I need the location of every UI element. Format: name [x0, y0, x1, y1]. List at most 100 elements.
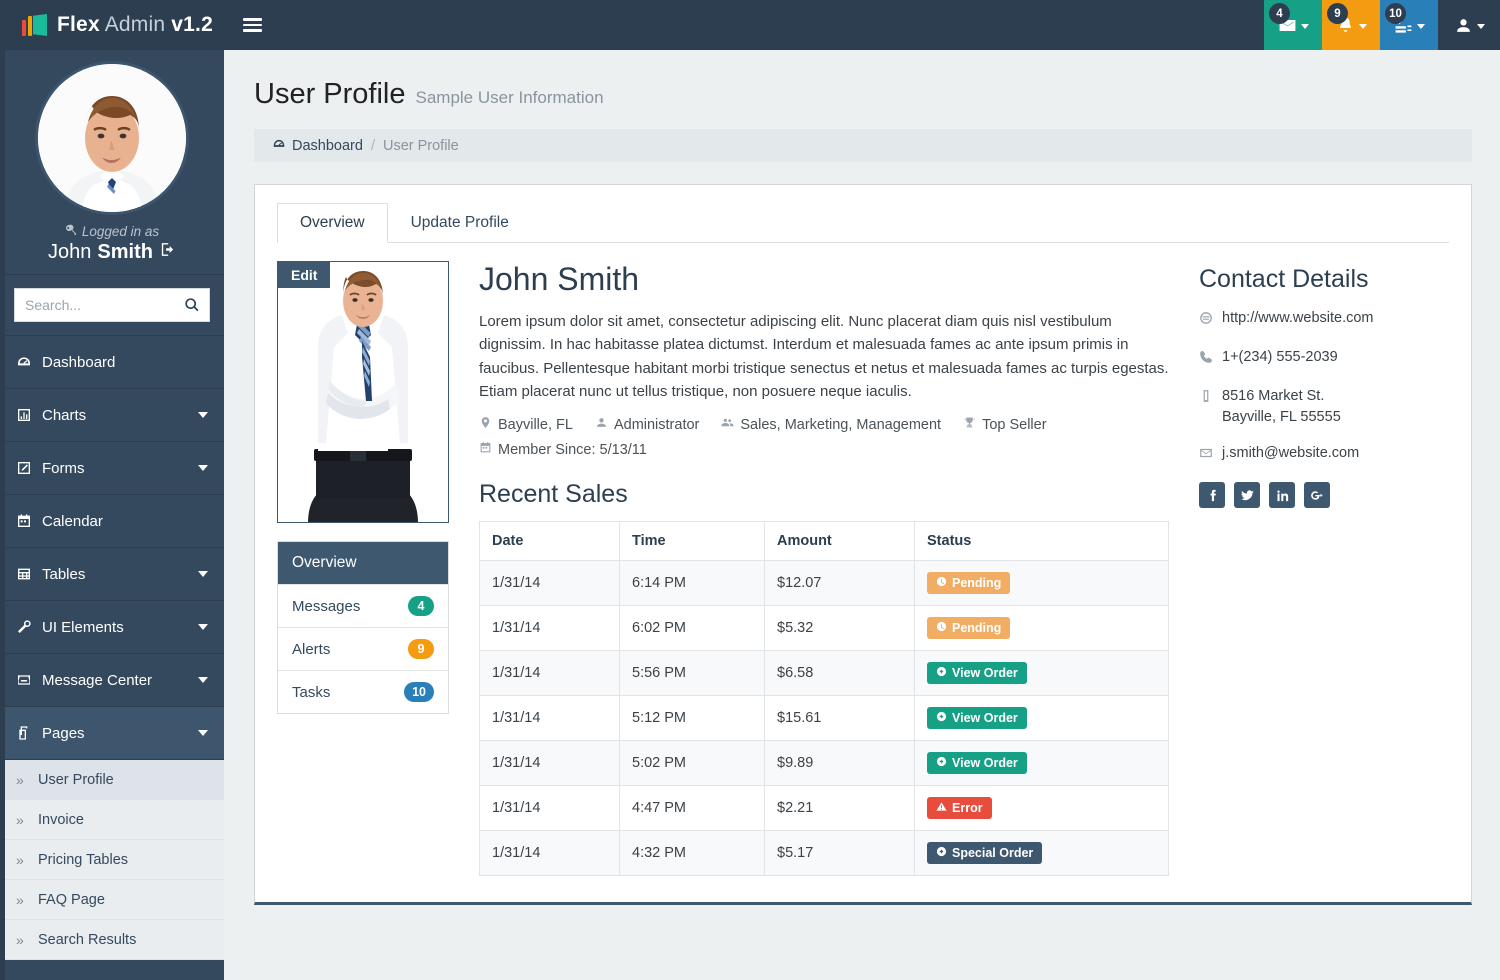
- status-badge: 10: [404, 682, 434, 702]
- brand-logo-link[interactable]: Flex Admin v1.2: [22, 0, 213, 50]
- recent-sales-title: Recent Sales: [479, 480, 628, 508]
- key-icon: [65, 224, 77, 239]
- view-order-button[interactable]: View Order: [927, 752, 1027, 774]
- status-label: View Order: [952, 711, 1018, 725]
- sidebar-item-message-center[interactable]: Message Center: [0, 654, 224, 707]
- list-item-messages[interactable]: Messages 4: [278, 584, 448, 627]
- table-icon: [16, 566, 42, 582]
- cell-amount: $5.32: [764, 605, 915, 651]
- chevron-right-icon: »: [16, 891, 24, 908]
- sidebar-item-label: Tables: [42, 565, 86, 583]
- avatar[interactable]: [38, 64, 186, 212]
- table-row: 1/31/14 5:56 PM $6.58 View Order: [479, 650, 1169, 696]
- twitter-icon[interactable]: [1234, 482, 1260, 509]
- table-row: 1/31/14 6:14 PM $12.07 Pending: [479, 560, 1169, 606]
- profile-main-column: John Smith Lorem ipsum dolor sit amet, c…: [479, 261, 1169, 876]
- logged-in-user-row: John Smith: [0, 241, 224, 264]
- map-marker-icon: [479, 416, 492, 433]
- contact-details-title: Contact Details: [1199, 265, 1369, 293]
- contact-website-link[interactable]: http://www.website.com: [1222, 310, 1374, 326]
- column-header-status: Status: [914, 521, 1169, 561]
- special-order-button[interactable]: Special Order: [927, 842, 1043, 864]
- profile-left-column: Edit Overview Messages 4 Alerts 9: [277, 261, 449, 876]
- list-item-tasks[interactable]: Tasks 10: [278, 670, 448, 713]
- chevron-down-icon: [1476, 24, 1485, 29]
- alerts-dropdown-button[interactable]: 9: [1322, 0, 1380, 50]
- cell-date: 1/31/14: [479, 740, 620, 786]
- user-menu-button[interactable]: [1438, 0, 1500, 50]
- page-title: User Profile Sample User Information: [254, 78, 1472, 111]
- submenu-item-pricing-tables[interactable]: » Pricing Tables: [0, 840, 224, 880]
- edit-photo-button[interactable]: Edit: [278, 262, 331, 288]
- sidebar-item-ui-elements[interactable]: UI Elements: [0, 601, 224, 654]
- meta-role: Administrator: [595, 416, 699, 433]
- cell-time: 5:56 PM: [619, 650, 765, 696]
- table-row: 1/31/14 6:02 PM $5.32 Pending: [479, 605, 1169, 651]
- submenu-item-faq-page[interactable]: » FAQ Page: [0, 880, 224, 920]
- sidebar-item-calendar[interactable]: Calendar: [0, 495, 224, 548]
- sidebar-item-tables[interactable]: Tables: [0, 548, 224, 601]
- profile-tabs: Overview Update Profile: [277, 203, 1449, 243]
- meta-award: Top Seller: [963, 416, 1047, 433]
- tab-update-profile[interactable]: Update Profile: [410, 214, 509, 231]
- globe-icon: [1199, 308, 1213, 332]
- search-box[interactable]: [14, 288, 210, 322]
- facebook-icon[interactable]: [1199, 482, 1225, 509]
- view-order-button[interactable]: View Order: [927, 662, 1027, 684]
- sidebar-toggle-button[interactable]: [232, 0, 272, 50]
- arrow-circle-right-icon: [936, 711, 947, 725]
- contact-phone-value: 1+(234) 555-2039: [1222, 349, 1338, 366]
- dashboard-icon: [272, 137, 286, 155]
- chevron-down-icon: [1416, 24, 1425, 29]
- status-badge: 4: [408, 596, 434, 616]
- sidebar-item-pages[interactable]: Pages: [0, 707, 224, 760]
- clock-icon: [936, 621, 947, 635]
- messages-dropdown-button[interactable]: 4: [1264, 0, 1322, 50]
- status-badge-pending[interactable]: Pending: [927, 617, 1011, 639]
- sidebar-search-row: [0, 274, 224, 336]
- meta-label: Bayville, FL: [498, 416, 573, 433]
- page-header: User Profile Sample User Information Das…: [224, 50, 1500, 162]
- search-input[interactable]: [15, 289, 209, 321]
- sidebar-item-dashboard[interactable]: Dashboard: [0, 336, 224, 389]
- sidebar-submenu-pages: » User Profile » Invoice » Pricing Table…: [0, 760, 224, 960]
- breadcrumb-current: User Profile: [382, 137, 459, 154]
- calendar-icon: [479, 441, 492, 458]
- left-accent-strip: [0, 0, 5, 980]
- tab-overview[interactable]: Overview: [277, 203, 388, 243]
- status-badge-error[interactable]: Error: [927, 797, 992, 819]
- meta-label: Member Since: 5/13/11: [498, 441, 647, 458]
- sidebar-item-charts[interactable]: Charts: [0, 389, 224, 442]
- submenu-item-user-profile[interactable]: » User Profile: [0, 760, 224, 800]
- submenu-item-search-results[interactable]: » Search Results: [0, 920, 224, 960]
- profile-photo: [278, 262, 448, 522]
- cell-time: 5:12 PM: [619, 695, 765, 741]
- linkedin-icon[interactable]: [1269, 482, 1295, 509]
- cell-time: 6:14 PM: [619, 560, 765, 606]
- dashboard-icon: [16, 354, 42, 370]
- list-item-alerts[interactable]: Alerts 9: [278, 627, 448, 670]
- view-order-button[interactable]: View Order: [927, 707, 1027, 729]
- sidebar-item-forms[interactable]: Forms: [0, 442, 224, 495]
- google-plus-icon[interactable]: [1304, 482, 1330, 509]
- sign-out-icon[interactable]: [159, 241, 176, 264]
- list-item-label: Messages: [292, 597, 361, 615]
- contact-address-line2: Bayville, FL 55555: [1222, 409, 1341, 426]
- cell-status: Error: [914, 785, 1169, 831]
- logged-in-label: Logged in as: [81, 224, 160, 239]
- contact-email-row: j.smith@website.com: [1199, 443, 1449, 467]
- inbox-icon: [16, 672, 42, 688]
- user-icon: [1454, 16, 1473, 35]
- bar-chart-icon: [16, 407, 42, 423]
- search-icon[interactable]: [184, 297, 200, 313]
- contact-address-line1: 8516 Market St.: [1222, 388, 1325, 405]
- arrow-circle-right-icon: [936, 846, 947, 860]
- cell-time: 4:32 PM: [619, 830, 765, 876]
- breadcrumb-dashboard-link[interactable]: Dashboard: [272, 137, 363, 155]
- tasks-dropdown-button[interactable]: 10: [1380, 0, 1438, 50]
- chevron-right-icon: »: [16, 851, 24, 868]
- contact-email-link[interactable]: j.smith@website.com: [1222, 445, 1360, 462]
- cell-time: 5:02 PM: [619, 740, 765, 786]
- status-badge-pending[interactable]: Pending: [927, 572, 1011, 594]
- submenu-item-invoice[interactable]: » Invoice: [0, 800, 224, 840]
